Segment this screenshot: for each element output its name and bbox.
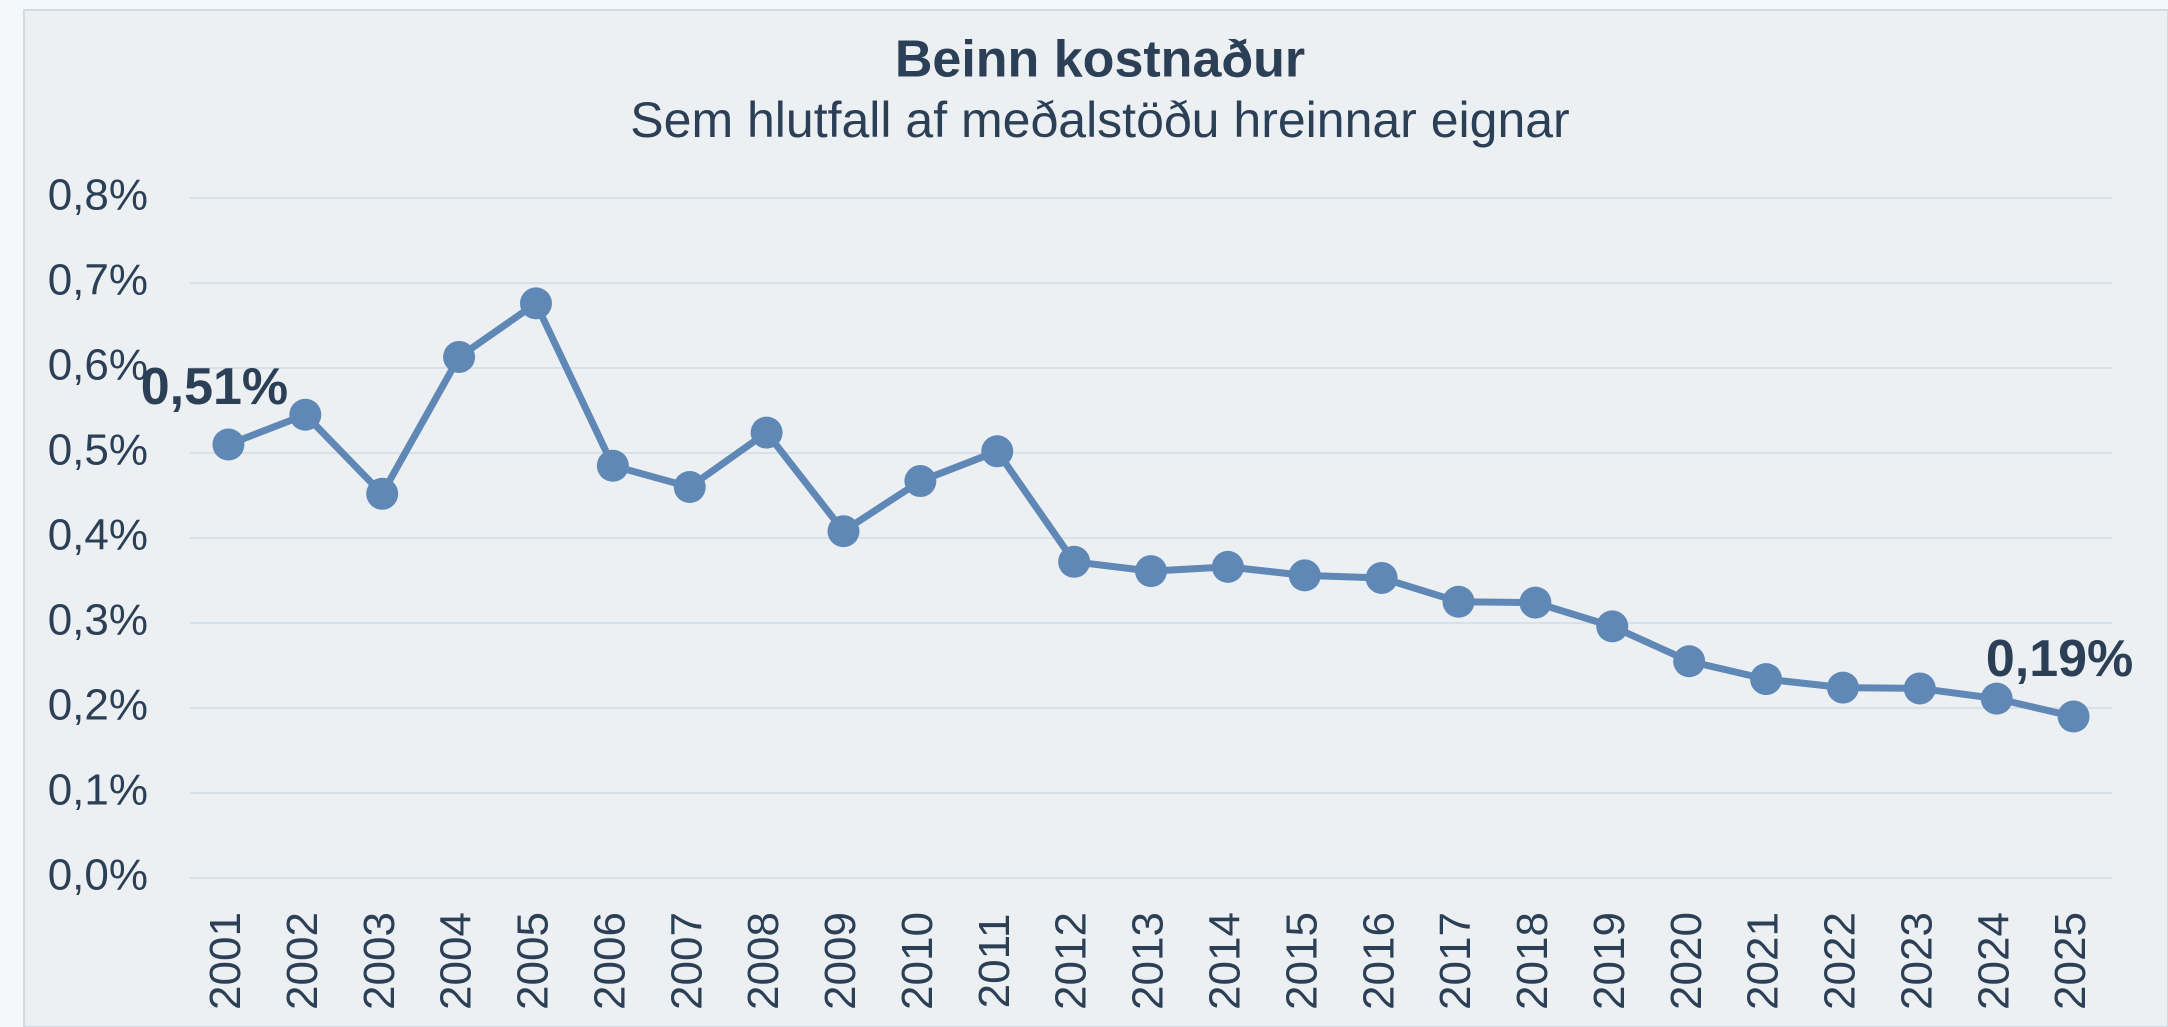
x-tick-label: 2004 [432, 912, 481, 1010]
point [904, 465, 937, 498]
x-tick-label: 2017 [1431, 912, 1480, 1010]
data-label: 0,51% [141, 358, 288, 416]
point [366, 477, 399, 510]
x-tick-label: 2003 [355, 912, 404, 1010]
point [1673, 645, 1706, 678]
y-tick-label: 0,4% [48, 511, 148, 560]
y-tick-label: 0,0% [48, 851, 148, 900]
point [981, 435, 1014, 468]
x-tick-label: 2014 [1201, 912, 1250, 1010]
point [1288, 559, 1321, 592]
data-label: 0,19% [1986, 630, 2133, 688]
point [1519, 586, 1552, 619]
point [673, 471, 706, 503]
x-tick-label: 2024 [1969, 912, 2018, 1010]
chart-subtitle: Sem hlutfall af meðalstöðu hreinnar eign… [630, 92, 1569, 148]
x-tick-label: 2020 [1662, 912, 1711, 1010]
point [2057, 700, 2090, 733]
x-tick-label: 2007 [662, 912, 711, 1010]
x-tick-label: 2015 [1277, 912, 1326, 1010]
point [596, 449, 629, 482]
point [827, 515, 860, 548]
point [1058, 545, 1091, 578]
x-tick-label: 2021 [1739, 912, 1788, 1010]
point [1750, 663, 1783, 696]
y-tick-label: 0,3% [48, 596, 148, 645]
point [1903, 672, 1936, 705]
y-tick-label: 0,2% [48, 681, 148, 730]
x-tick-label: 2001 [201, 912, 250, 1010]
point [443, 340, 476, 373]
x-tick-label: 2009 [816, 912, 865, 1010]
x-tick-label: 2005 [509, 912, 558, 1010]
point [1596, 610, 1629, 643]
x-tick-label: 2023 [1892, 912, 1941, 1010]
point [1826, 671, 1859, 704]
x-tick-label: 2013 [1124, 912, 1173, 1010]
y-tick-label: 0,8% [48, 171, 148, 220]
x-tick-label: 2006 [585, 912, 634, 1010]
point [1211, 550, 1244, 583]
x-tick-label: 2016 [1354, 912, 1403, 1010]
point [1365, 561, 1398, 594]
x-tick-label: 2019 [1585, 912, 1634, 1010]
point [519, 287, 552, 320]
x-tick-label: 2018 [1508, 912, 1557, 1010]
point [212, 428, 245, 461]
y-tick-label: 0,1% [48, 766, 148, 815]
y-tick-label: 0,7% [48, 256, 148, 305]
point [1980, 682, 2013, 715]
x-tick-label: 2008 [739, 912, 788, 1010]
x-tick-label: 2010 [893, 912, 942, 1010]
chart-title: Beinn kostnaður [895, 31, 1305, 89]
point [750, 416, 783, 449]
y-tick-label: 0,5% [48, 426, 148, 475]
x-tick-label: 2022 [1816, 912, 1865, 1010]
x-tick-label: 2011 [970, 914, 1019, 1009]
point [289, 398, 322, 431]
point [1442, 585, 1475, 618]
chart-background [23, 9, 2168, 1027]
point [1135, 555, 1167, 588]
y-tick-label: 0,6% [48, 341, 148, 390]
x-tick-label: 2025 [2046, 912, 2095, 1010]
x-tick-label: 2002 [278, 912, 327, 1010]
x-tick-label: 2012 [1047, 912, 1096, 1010]
